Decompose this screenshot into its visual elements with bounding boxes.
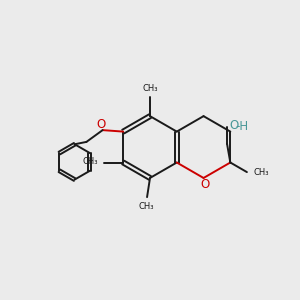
Text: -H: -H <box>236 120 249 134</box>
Text: CH₃: CH₃ <box>254 168 269 177</box>
Text: O: O <box>230 119 239 133</box>
Text: CH₃: CH₃ <box>83 158 98 166</box>
Text: O: O <box>97 118 106 131</box>
Text: CH₃: CH₃ <box>142 84 158 93</box>
Text: CH₃: CH₃ <box>139 202 154 211</box>
Text: O: O <box>200 178 210 191</box>
